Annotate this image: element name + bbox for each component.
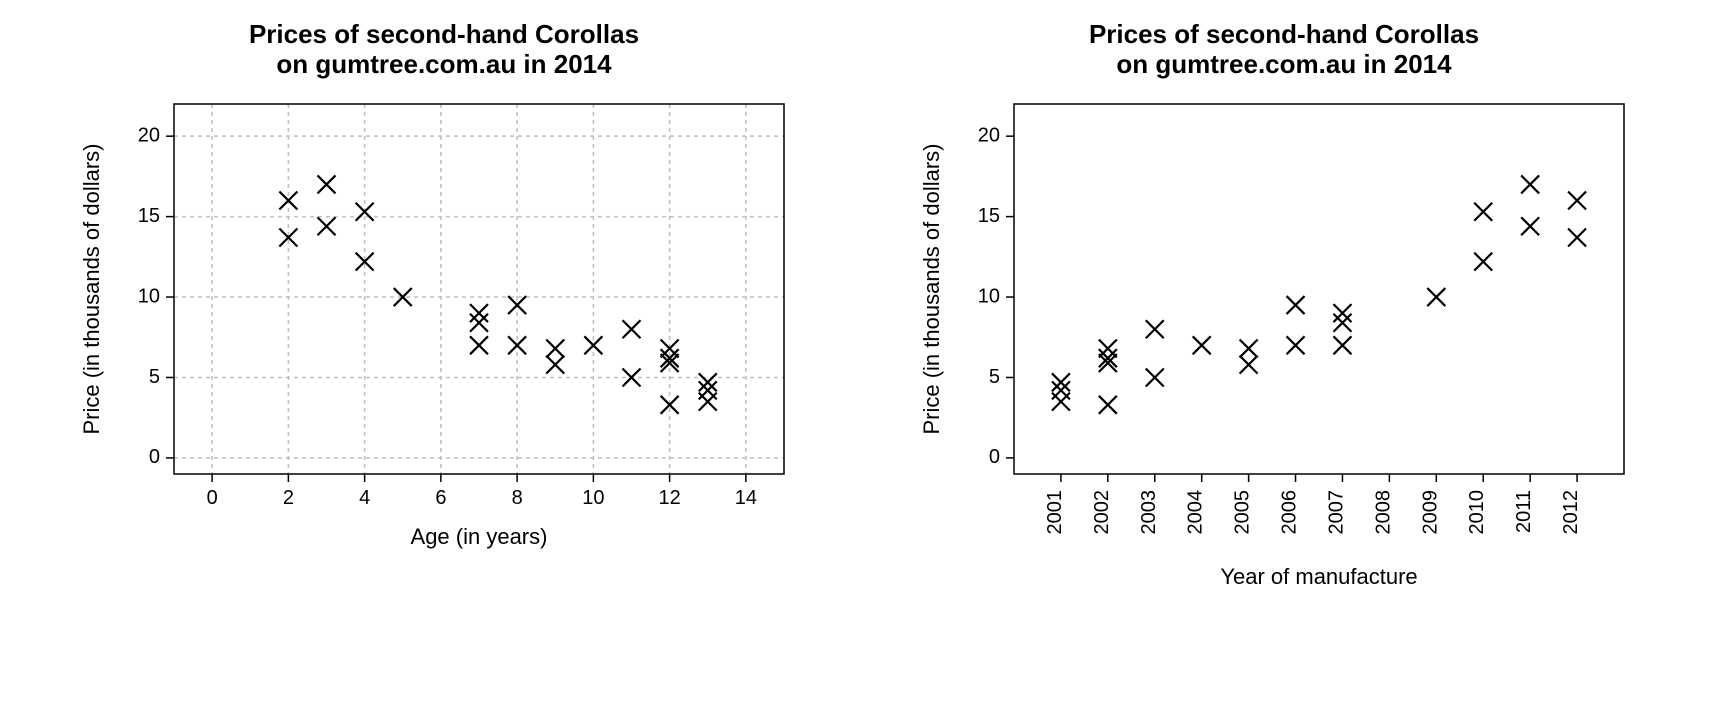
svg-text:2: 2 bbox=[283, 487, 294, 509]
data-point bbox=[1333, 304, 1351, 322]
svg-text:0: 0 bbox=[149, 446, 160, 468]
right-title-line2: on gumtree.com.au in 2014 bbox=[1116, 49, 1451, 79]
data-point bbox=[1568, 228, 1586, 246]
left-title: Prices of second-hand Corollas on gumtre… bbox=[249, 20, 639, 80]
svg-text:15: 15 bbox=[978, 205, 1000, 227]
data-point bbox=[1287, 336, 1305, 354]
svg-text:0: 0 bbox=[989, 446, 1000, 468]
svg-text:4: 4 bbox=[359, 487, 370, 509]
data-point bbox=[1427, 288, 1445, 306]
svg-text:2011: 2011 bbox=[1513, 490, 1535, 533]
left-scatter-svg: 0 5 10 15 20 0 2 4 6 8 10 12 14 Age (in years) Price (… bbox=[54, 84, 834, 644]
data-point bbox=[1146, 368, 1164, 386]
svg-text:10: 10 bbox=[978, 285, 1000, 307]
svg-text:2005: 2005 bbox=[1232, 490, 1254, 535]
data-point bbox=[470, 304, 488, 322]
data-point bbox=[1521, 175, 1539, 193]
svg-text:5: 5 bbox=[149, 366, 160, 388]
chart-panels: Prices of second-hand Corollas on gumtre… bbox=[24, 0, 1704, 724]
data-point bbox=[1193, 336, 1211, 354]
data-point bbox=[699, 373, 717, 391]
data-point bbox=[1474, 252, 1492, 270]
data-point bbox=[1287, 296, 1305, 314]
svg-text:6: 6 bbox=[435, 487, 446, 509]
svg-text:2004: 2004 bbox=[1185, 490, 1207, 535]
data-point bbox=[1333, 336, 1351, 354]
data-point bbox=[470, 314, 488, 332]
data-point bbox=[1052, 392, 1070, 410]
left-title-line2: on gumtree.com.au in 2014 bbox=[276, 49, 611, 79]
svg-text:2006: 2006 bbox=[1279, 490, 1301, 535]
right-panel: Prices of second-hand Corollas on gumtre… bbox=[894, 20, 1674, 704]
svg-text:8: 8 bbox=[512, 487, 523, 509]
svg-text:20: 20 bbox=[138, 124, 160, 146]
data-point bbox=[1052, 373, 1070, 391]
svg-text:2003: 2003 bbox=[1138, 490, 1160, 535]
svg-text:20: 20 bbox=[978, 124, 1000, 146]
data-point bbox=[1521, 217, 1539, 235]
data-point bbox=[1099, 339, 1117, 357]
data-point bbox=[318, 175, 336, 193]
svg-text:10: 10 bbox=[582, 487, 604, 509]
svg-text:2012: 2012 bbox=[1560, 490, 1582, 535]
right-title-line1: Prices of second-hand Corollas bbox=[1089, 19, 1479, 49]
svg-text:0: 0 bbox=[207, 487, 218, 509]
svg-text:2001: 2001 bbox=[1044, 490, 1066, 535]
right-scatter-svg: 0 5 10 15 20 2001 2002 2003 2004 2005 2006 2007 2008… bbox=[894, 84, 1674, 704]
data-point bbox=[1240, 355, 1258, 373]
svg-text:Age (in years): Age (in years) bbox=[411, 524, 548, 549]
svg-text:2009: 2009 bbox=[1419, 490, 1441, 535]
data-point bbox=[1474, 203, 1492, 221]
right-title: Prices of second-hand Corollas on gumtre… bbox=[1089, 20, 1479, 80]
data-point bbox=[546, 355, 564, 373]
svg-text:2010: 2010 bbox=[1466, 490, 1488, 535]
data-point bbox=[1146, 320, 1164, 338]
data-point bbox=[470, 336, 488, 354]
data-point bbox=[1333, 314, 1351, 332]
data-point bbox=[318, 217, 336, 235]
svg-text:2008: 2008 bbox=[1372, 490, 1394, 534]
svg-text:10: 10 bbox=[138, 285, 160, 307]
svg-text:5: 5 bbox=[989, 366, 1000, 388]
data-point bbox=[1240, 339, 1258, 357]
svg-text:Price (in thousands of dollars: Price (in thousands of dollars) bbox=[79, 143, 104, 434]
svg-text:14: 14 bbox=[735, 487, 757, 509]
data-point bbox=[546, 339, 564, 357]
data-point bbox=[1099, 396, 1117, 414]
svg-text:15: 15 bbox=[138, 205, 160, 227]
left-panel: Prices of second-hand Corollas on gumtre… bbox=[54, 20, 834, 704]
data-point bbox=[699, 392, 717, 410]
data-point bbox=[1568, 191, 1586, 209]
svg-text:2002: 2002 bbox=[1091, 490, 1113, 535]
data-point bbox=[623, 320, 641, 338]
svg-text:Year of manufacture: Year of manufacture bbox=[1220, 564, 1417, 589]
left-title-line1: Prices of second-hand Corollas bbox=[249, 19, 639, 49]
svg-text:Price (in thousands of dollars: Price (in thousands of dollars) bbox=[919, 143, 944, 434]
svg-text:2007: 2007 bbox=[1325, 490, 1347, 535]
svg-text:12: 12 bbox=[659, 487, 681, 509]
